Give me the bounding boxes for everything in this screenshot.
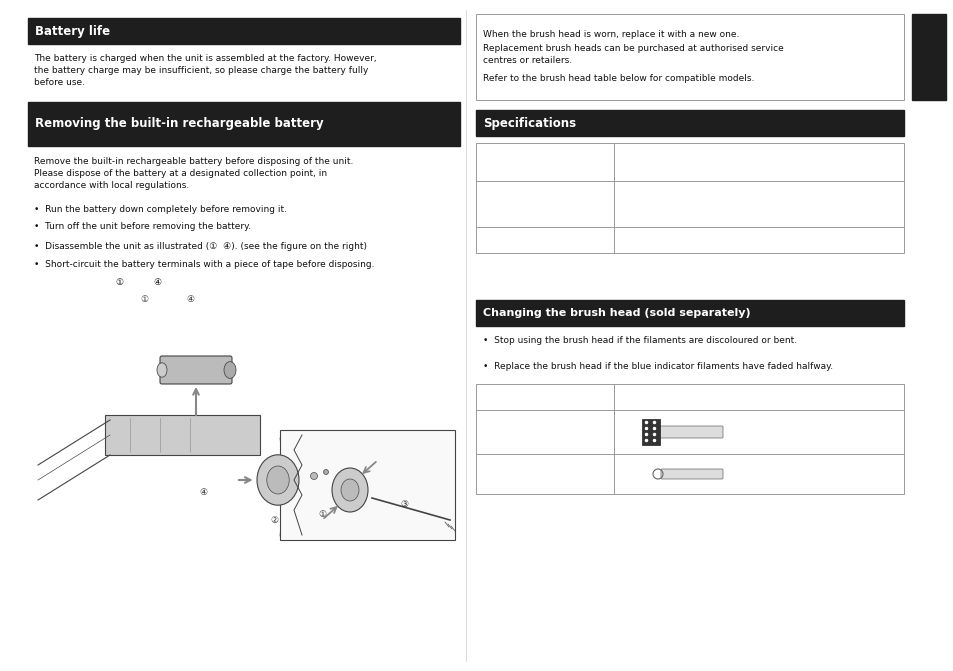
Bar xyxy=(28,18,459,44)
Text: before use.: before use. xyxy=(34,78,85,87)
Bar xyxy=(476,143,903,253)
Ellipse shape xyxy=(340,479,358,501)
Text: accordance with local regulations.: accordance with local regulations. xyxy=(34,181,189,190)
FancyBboxPatch shape xyxy=(656,426,722,438)
Text: the battery charge may be insufficient, so please charge the battery fully: the battery charge may be insufficient, … xyxy=(34,66,368,75)
Text: 15: 15 xyxy=(920,50,936,64)
Bar xyxy=(280,430,455,540)
Text: Replacement brush heads can be purchased at authorised service: Replacement brush heads can be purchased… xyxy=(482,44,783,53)
FancyBboxPatch shape xyxy=(660,469,722,479)
Bar xyxy=(911,14,945,100)
Text: When the brush head is worn, replace it with a new one.: When the brush head is worn, replace it … xyxy=(482,30,739,39)
Text: •  Short-circuit the battery terminals with a piece of tape before disposing.: • Short-circuit the battery terminals wi… xyxy=(34,260,375,269)
Bar xyxy=(476,300,903,326)
Ellipse shape xyxy=(332,468,368,512)
Text: ④: ④ xyxy=(186,295,193,304)
Text: •  Replace the brush head if the blue indicator filaments have faded halfway.: • Replace the brush head if the blue ind… xyxy=(482,362,832,371)
Text: •  Stop using the brush head if the filaments are discoloured or bent.: • Stop using the brush head if the filam… xyxy=(482,336,797,345)
Bar xyxy=(476,110,903,136)
Text: •  Run the battery down completely before removing it.: • Run the battery down completely before… xyxy=(34,205,287,214)
Ellipse shape xyxy=(224,362,235,378)
Ellipse shape xyxy=(267,466,289,494)
Text: centres or retailers.: centres or retailers. xyxy=(482,56,572,65)
Ellipse shape xyxy=(310,472,317,480)
Text: ①: ① xyxy=(115,278,123,287)
Text: •  Turn off the unit before removing the battery.: • Turn off the unit before removing the … xyxy=(34,222,251,231)
FancyBboxPatch shape xyxy=(160,356,232,384)
Bar xyxy=(641,419,659,445)
Text: Battery life: Battery life xyxy=(35,25,110,38)
Text: ②: ② xyxy=(270,516,278,525)
Text: ①: ① xyxy=(317,510,326,519)
Text: Refer to the brush head table below for compatible models.: Refer to the brush head table below for … xyxy=(482,74,754,83)
Text: Specifications: Specifications xyxy=(482,117,576,130)
Text: ④: ④ xyxy=(152,278,161,287)
Text: Removing the built-in rechargeable battery: Removing the built-in rechargeable batte… xyxy=(35,117,323,130)
Text: The battery is charged when the unit is assembled at the factory. However,: The battery is charged when the unit is … xyxy=(34,54,376,63)
Text: •  Disassemble the unit as illustrated (①  ④). (see the figure on the right): • Disassemble the unit as illustrated (①… xyxy=(34,242,367,251)
Ellipse shape xyxy=(157,363,167,377)
Bar xyxy=(28,102,459,146)
Text: ③: ③ xyxy=(399,500,408,509)
Text: Changing the brush head (sold separately): Changing the brush head (sold separately… xyxy=(482,308,750,318)
Text: Please dispose of the battery at a designated collection point, in: Please dispose of the battery at a desig… xyxy=(34,169,327,178)
Text: ①: ① xyxy=(140,295,148,304)
Bar xyxy=(476,384,903,494)
Ellipse shape xyxy=(323,470,328,474)
Bar xyxy=(476,14,903,100)
Text: Remove the built-in rechargeable battery before disposing of the unit.: Remove the built-in rechargeable battery… xyxy=(34,157,353,166)
Ellipse shape xyxy=(256,455,298,505)
Text: ④: ④ xyxy=(199,488,208,497)
Polygon shape xyxy=(105,415,260,455)
